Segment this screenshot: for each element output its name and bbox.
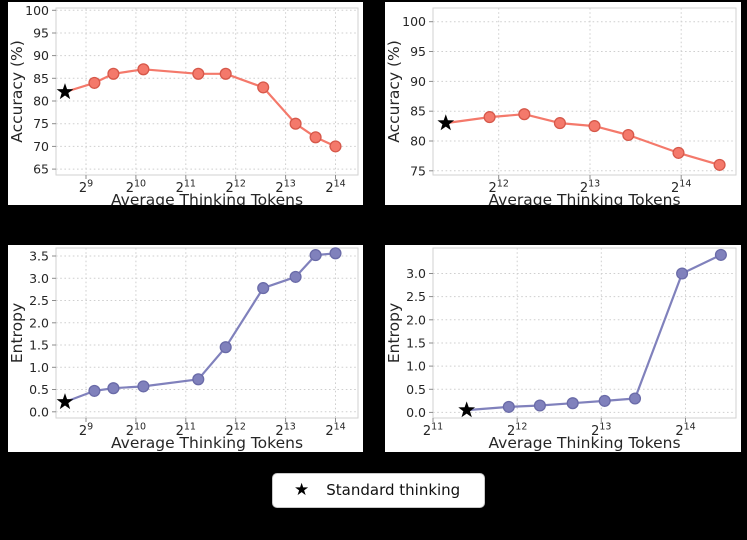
data-point <box>137 380 150 393</box>
data-point <box>628 392 642 405</box>
star-marker <box>458 401 476 418</box>
data-point <box>566 397 579 410</box>
data-point <box>309 249 322 262</box>
y-tick-label: 65 <box>33 162 49 177</box>
x-axis-label: Average Thinking Tokens <box>488 191 680 205</box>
legend: ★ Standard thinking <box>272 473 485 508</box>
data-point <box>622 128 635 142</box>
x-tick-label: 29 <box>79 422 93 440</box>
gridlines <box>433 8 736 175</box>
star-marker <box>56 83 74 100</box>
data-point <box>483 111 496 124</box>
x-tick-label: 214 <box>325 179 345 197</box>
star-marker <box>437 114 455 131</box>
data-point <box>289 117 302 130</box>
x-tick-label: 29 <box>79 179 93 197</box>
x-axis-label: Average Thinking Tokens <box>111 434 303 452</box>
y-tick-label: 80 <box>33 94 49 109</box>
data-point <box>219 67 232 80</box>
y-tick-label: 75 <box>33 116 49 131</box>
accuracy-chart-left: 65 70 75 80 85 90 95 100 29 210 211 212 213 214 Averag… <box>8 2 363 209</box>
star-marker <box>56 393 74 410</box>
y-tick-label: 2.0 <box>29 315 49 330</box>
data-point <box>533 399 546 412</box>
data-point <box>598 394 611 407</box>
data-point <box>137 63 150 76</box>
y-tick-label: 90 <box>33 48 49 63</box>
data-point <box>672 146 685 159</box>
data-point <box>676 267 689 280</box>
series-line <box>64 68 336 148</box>
data-point <box>329 140 342 153</box>
y-tick-label: 95 <box>33 26 49 41</box>
gridlines <box>56 248 358 418</box>
axes-frame <box>55 7 359 176</box>
x-axis-label: Average Thinking Tokens <box>111 191 303 205</box>
x-axis-label: Average Thinking Tokens <box>488 434 680 452</box>
y-tick-label: 85 <box>33 71 49 86</box>
x-tick-label: 214 <box>325 422 345 440</box>
entropy-chart-right: 0.0 0.5 1.0 1.5 2.0 2.5 3.0 211 212 213 214 Average… <box>385 245 741 452</box>
y-tick-label: 75 <box>410 163 426 178</box>
data-point <box>192 373 205 386</box>
data-point <box>553 117 566 130</box>
y-tick-label: 80 <box>410 134 426 149</box>
y-tick-label: 0.0 <box>29 404 49 419</box>
y-tick-label: 2.5 <box>29 293 49 308</box>
axes-frame <box>55 247 359 419</box>
data-point <box>88 76 101 89</box>
data-point <box>88 384 101 397</box>
entropy-chart-left: 0.0 0.5 1.0 1.5 2.0 2.5 3.0 3.5 29 210 211 212 213 21… <box>8 245 363 452</box>
y-axis-label: Entropy <box>8 303 26 363</box>
accuracy-chart-right: 75 80 85 90 95 100 212 213 214 Average Thinking T… <box>385 2 741 209</box>
y-tick-label: 85 <box>410 104 426 119</box>
axes-frame <box>432 247 737 419</box>
y-tick-label: 100 <box>25 3 49 18</box>
data-point <box>518 108 531 121</box>
gridlines <box>432 248 736 418</box>
y-tick-label: 1.0 <box>29 360 49 375</box>
data-point <box>713 158 726 171</box>
axes-frame <box>432 7 737 176</box>
y-tick-label: 2.0 <box>406 312 426 327</box>
data-point <box>502 400 515 413</box>
y-tick-label: 3.0 <box>29 271 49 286</box>
y-tick-label: 95 <box>410 44 426 59</box>
data-point <box>257 282 270 295</box>
y-tick-label: 0.5 <box>406 382 426 397</box>
y-tick-label: 90 <box>410 74 426 89</box>
data-point <box>588 120 601 133</box>
data-point <box>329 247 342 260</box>
legend-label: Standard thinking <box>326 481 461 499</box>
data-point <box>309 131 322 144</box>
y-tick-label: 1.5 <box>29 338 49 353</box>
data-point <box>192 67 205 80</box>
entropy-chart-left-svg: 0.00.51.01.52.02.53.03.529 210 211 212 213 21… <box>8 247 359 452</box>
y-tick-label: 1.0 <box>406 359 426 374</box>
data-point <box>714 248 727 261</box>
y-axis-label: Accuracy (%) <box>8 40 26 143</box>
gridlines <box>56 8 358 175</box>
data-point <box>107 67 120 80</box>
y-tick-label: 70 <box>33 139 49 154</box>
y-tick-label: 3.0 <box>406 266 426 281</box>
y-tick-label: 100 <box>402 14 426 29</box>
y-axis-label: Accuracy (%) <box>385 40 403 143</box>
y-tick-label: 3.5 <box>29 249 49 264</box>
y-tick-label: 1.5 <box>406 336 426 351</box>
data-point <box>219 341 232 354</box>
x-tick-label: 211 <box>423 422 443 440</box>
y-tick-label: 2.5 <box>406 289 426 304</box>
data-point <box>107 382 120 395</box>
series-line <box>64 252 336 404</box>
y-tick-label: 0.5 <box>29 382 49 397</box>
data-point <box>257 81 270 94</box>
y-axis-label: Entropy <box>385 303 403 363</box>
y-tick-label: 0.0 <box>406 405 426 420</box>
data-point <box>289 270 302 283</box>
star-icon: ★ <box>294 480 310 500</box>
